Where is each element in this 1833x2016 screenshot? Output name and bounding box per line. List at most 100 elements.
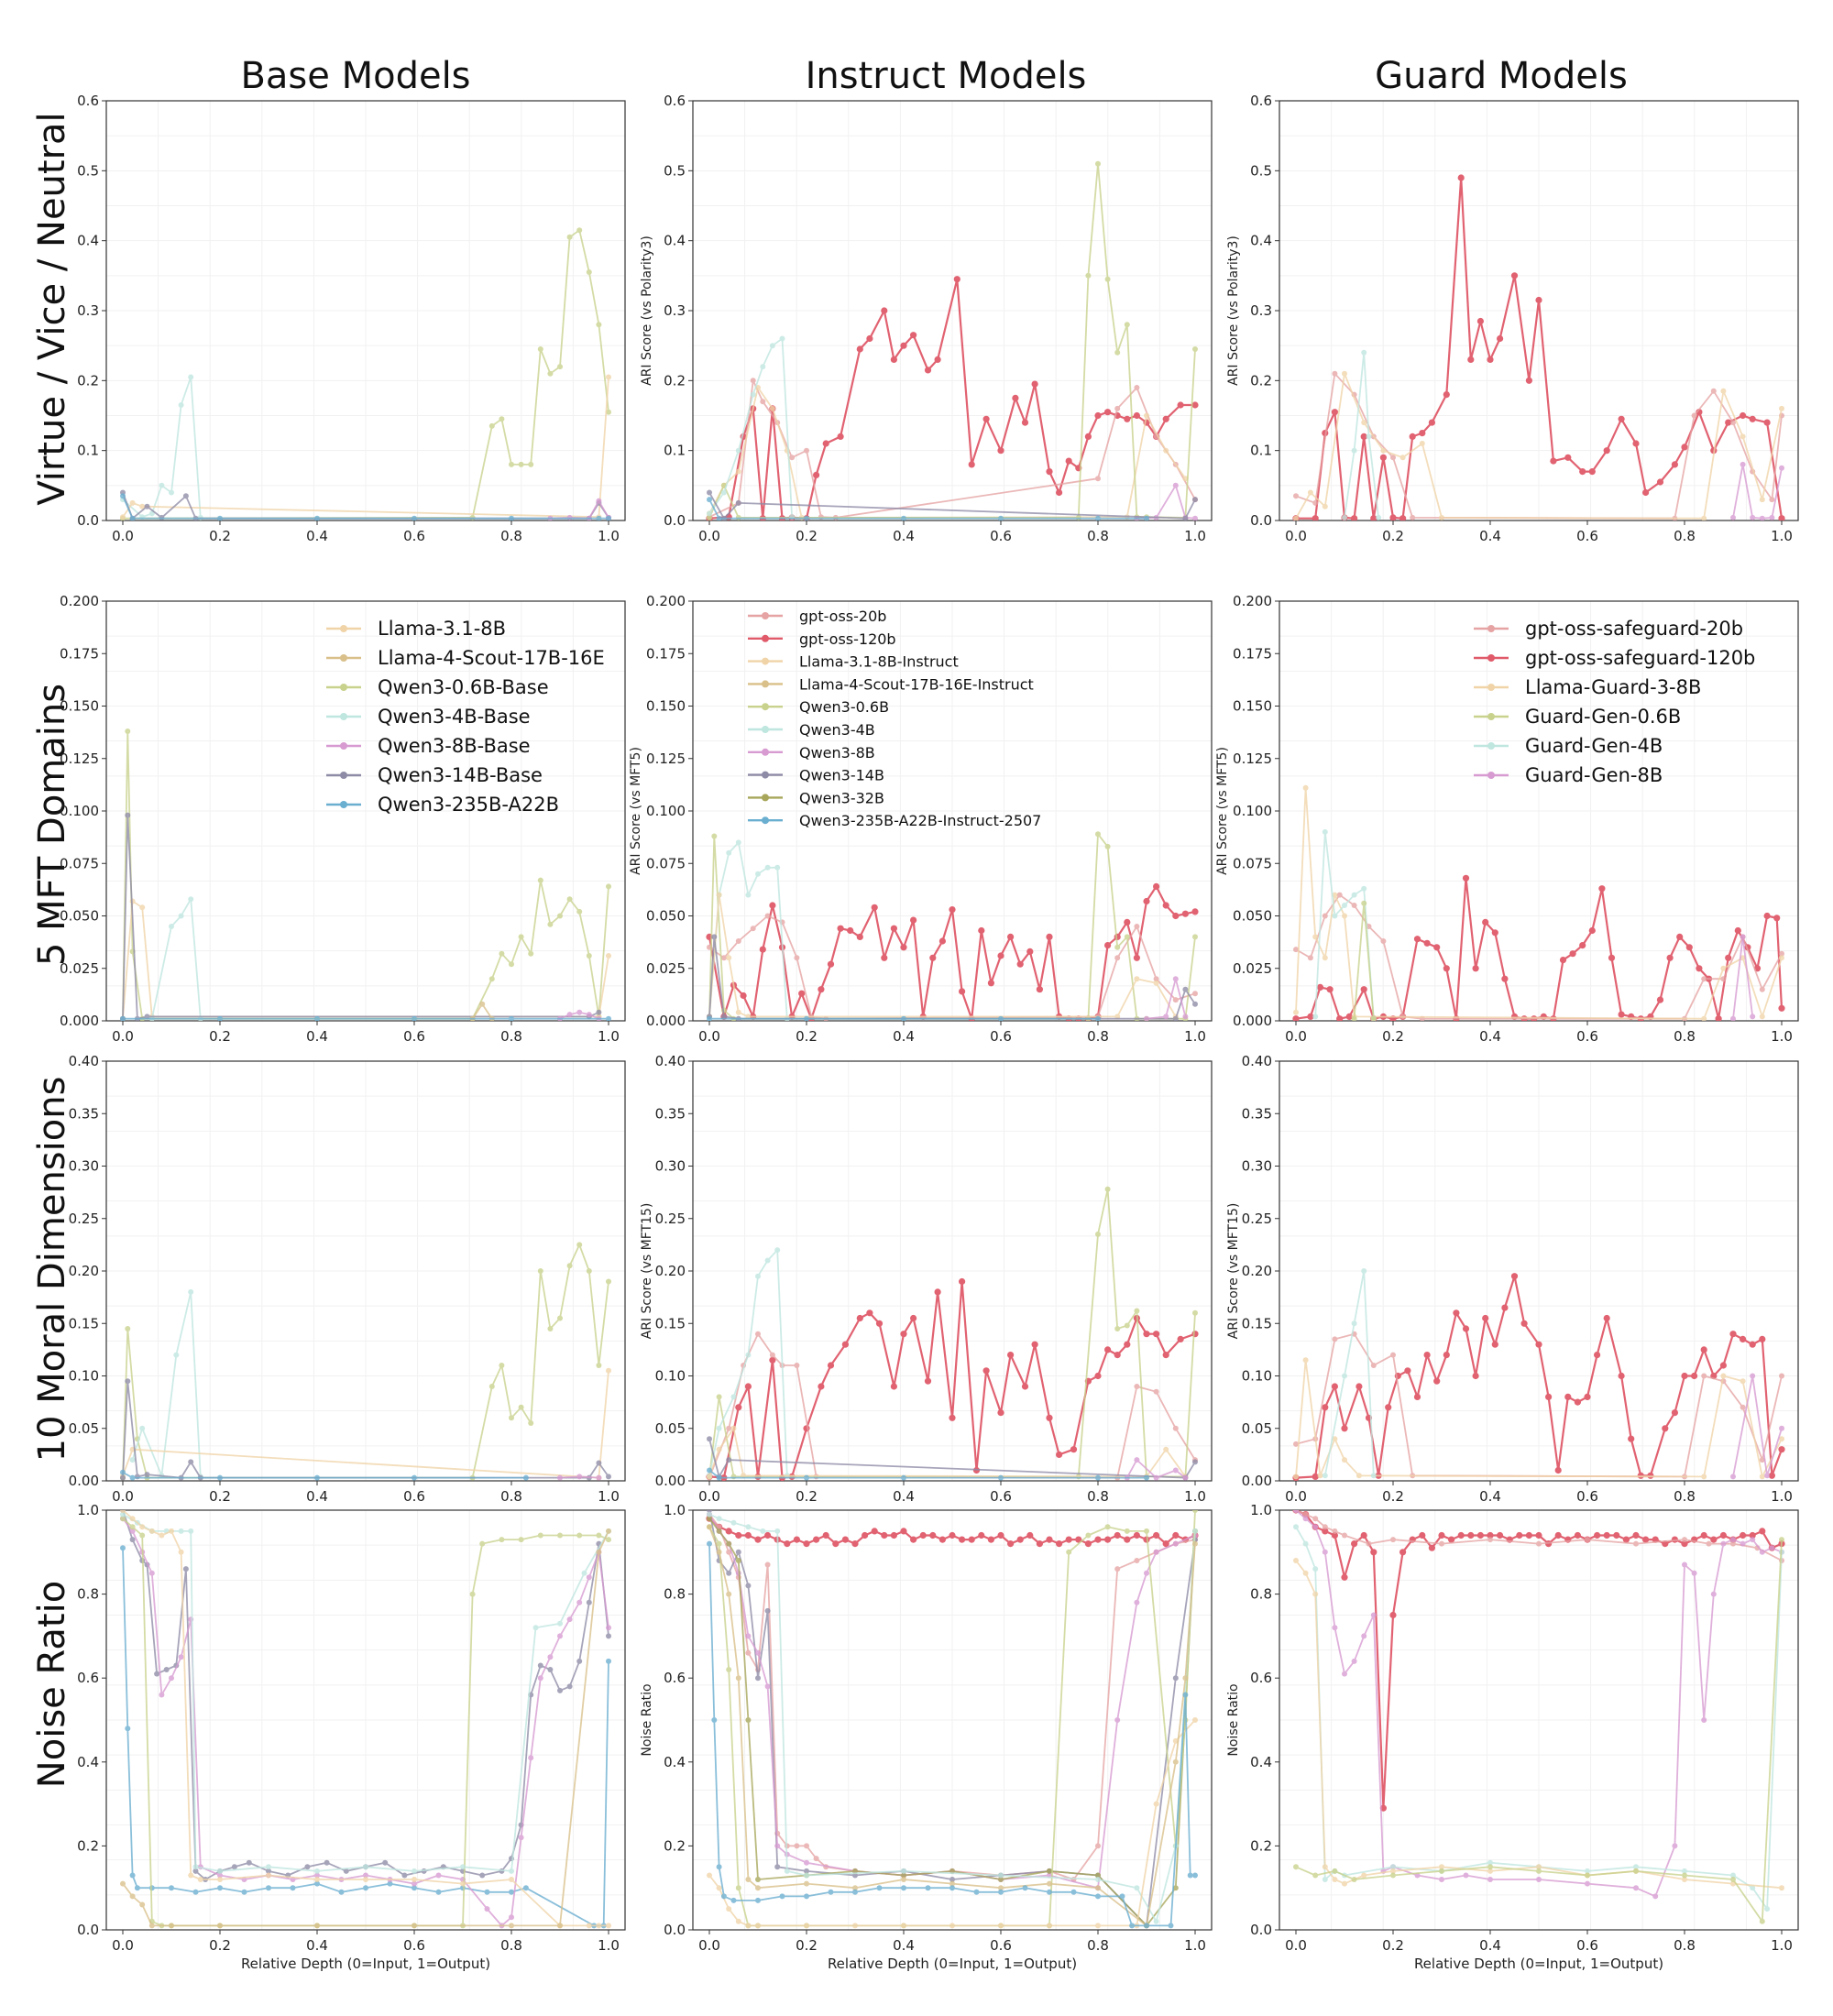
data-point bbox=[547, 921, 554, 927]
data-point bbox=[982, 415, 990, 422]
data-point bbox=[1153, 1531, 1160, 1539]
data-point bbox=[755, 1885, 761, 1891]
x-tick-label: 0.8 bbox=[500, 1028, 522, 1045]
data-point bbox=[499, 416, 505, 422]
y-tick-label: 0.100 bbox=[60, 803, 99, 819]
data-point bbox=[711, 934, 718, 940]
data-point bbox=[1153, 882, 1160, 891]
legend-item-gpt-oss-safeguard-20b: gpt-oss-safeguard-20b bbox=[1474, 618, 1743, 640]
x-tick-label: 0.8 bbox=[1087, 1028, 1109, 1045]
data-point bbox=[1162, 415, 1169, 422]
series-qwen3-32b bbox=[707, 1516, 1198, 1929]
data-point bbox=[1134, 924, 1140, 929]
data-point bbox=[566, 896, 573, 903]
x-tick-label: 0.2 bbox=[1382, 1937, 1404, 1954]
grid bbox=[105, 1060, 626, 1482]
data-point bbox=[804, 1880, 809, 1887]
series-gpt-oss-safeguard-120b bbox=[1292, 174, 1785, 520]
data-point bbox=[726, 1906, 732, 1912]
data-point bbox=[547, 370, 554, 377]
data-point bbox=[1763, 912, 1771, 920]
data-point bbox=[755, 1877, 761, 1882]
data-point bbox=[1768, 1472, 1775, 1479]
data-point bbox=[856, 1314, 863, 1322]
data-point bbox=[726, 849, 732, 856]
legend-label: Qwen3-14B bbox=[799, 767, 884, 784]
y-tick-label: 0.20 bbox=[1242, 1263, 1272, 1279]
data-point bbox=[1134, 1558, 1140, 1563]
data-point bbox=[774, 1528, 781, 1534]
data-point bbox=[1192, 1510, 1198, 1513]
grid bbox=[1279, 600, 1799, 1022]
panel-guard-r0: 0.0 0.2 0.4 0.6 0.8 1.0 0.0 0.1 0.2 0.3 0.4 0.5 0.6 A… bbox=[1226, 93, 1799, 544]
y-tick-label: 0.4 bbox=[1250, 1754, 1272, 1770]
data-point bbox=[1574, 1398, 1581, 1406]
data-point bbox=[1351, 892, 1357, 898]
data-point bbox=[125, 812, 131, 818]
data-point bbox=[1129, 1923, 1136, 1929]
data-point bbox=[1293, 947, 1299, 953]
data-point bbox=[1134, 1308, 1140, 1314]
data-point bbox=[139, 503, 146, 509]
data-point bbox=[987, 980, 994, 987]
panels: 0.0 0.2 0.4 0.6 0.8 1.00.00.10.20.30.40.50.60… bbox=[60, 93, 1799, 1972]
data-point bbox=[1095, 1872, 1101, 1879]
data-point bbox=[862, 1531, 869, 1539]
data-point bbox=[1312, 1591, 1319, 1597]
data-point bbox=[1192, 1528, 1198, 1534]
data-point bbox=[1302, 784, 1309, 791]
x-tick-label: 0.8 bbox=[1674, 1937, 1696, 1954]
series-qwen3-4b bbox=[707, 839, 790, 1021]
data-point bbox=[1007, 1352, 1015, 1359]
data-point bbox=[750, 391, 756, 398]
data-point bbox=[735, 1531, 742, 1539]
data-point bbox=[1332, 1528, 1338, 1534]
data-point bbox=[804, 1474, 809, 1481]
data-point bbox=[1095, 476, 1101, 482]
legend-item-qwen3-0-6b-base: Qwen3-0.6B-Base bbox=[326, 676, 549, 698]
data-point bbox=[901, 1877, 906, 1882]
data-point bbox=[1124, 918, 1131, 926]
x-tick-label: 0.2 bbox=[796, 1488, 818, 1505]
legend-item-qwen3-8b-base: Qwen3-8B-Base bbox=[326, 735, 531, 757]
data-point bbox=[1322, 1877, 1328, 1882]
data-point bbox=[192, 1889, 199, 1895]
x-tick-label: 1.0 bbox=[1771, 528, 1793, 544]
panel-base-r3: 0.0 0.2 0.4 0.6 0.8 1.0 0.0 0.2 0.4 0.6 0.8 1.0 Rela… bbox=[77, 1502, 626, 1972]
data-point bbox=[1554, 1531, 1562, 1539]
data-point bbox=[576, 1599, 583, 1605]
data-point bbox=[139, 1524, 146, 1530]
x-tick-label: 1.0 bbox=[1184, 1937, 1206, 1954]
data-point bbox=[1487, 1531, 1494, 1539]
data-point bbox=[1114, 944, 1121, 950]
data-point bbox=[1307, 955, 1313, 961]
series-qwen3-8b bbox=[1144, 976, 1189, 1021]
data-point bbox=[1172, 482, 1179, 488]
data-point bbox=[707, 1516, 712, 1522]
x-tick-label: 1.0 bbox=[1184, 528, 1206, 544]
data-point bbox=[586, 1599, 592, 1605]
data-point bbox=[178, 1528, 184, 1534]
data-point bbox=[881, 1531, 888, 1539]
data-point bbox=[997, 1531, 1004, 1539]
data-point bbox=[837, 433, 844, 440]
data-point bbox=[169, 1923, 174, 1929]
series-llama-4-scout-17b-16e bbox=[469, 1001, 495, 1021]
data-point bbox=[1750, 514, 1756, 520]
data-point bbox=[1370, 1549, 1377, 1556]
data-point bbox=[735, 1009, 741, 1015]
data-point bbox=[606, 409, 611, 415]
data-point bbox=[148, 1570, 155, 1576]
data-point bbox=[716, 1394, 722, 1400]
y-axis-label: ARI Score (vs Polarity3) bbox=[640, 236, 654, 386]
y-tick-label: 0.8 bbox=[1250, 1586, 1272, 1603]
data-point bbox=[1182, 1474, 1189, 1481]
y-tick-label: 0.40 bbox=[69, 1053, 99, 1069]
legend-item-qwen3-4b: Qwen3-4B bbox=[748, 721, 875, 739]
data-point bbox=[178, 913, 184, 919]
data-point bbox=[1361, 420, 1367, 426]
data-point bbox=[784, 1868, 790, 1874]
legend-item-llama-3-1-8b-instruct: Llama-3.1-8B-Instruct bbox=[748, 653, 959, 671]
data-point bbox=[774, 1864, 781, 1870]
data-point bbox=[1453, 1309, 1460, 1317]
